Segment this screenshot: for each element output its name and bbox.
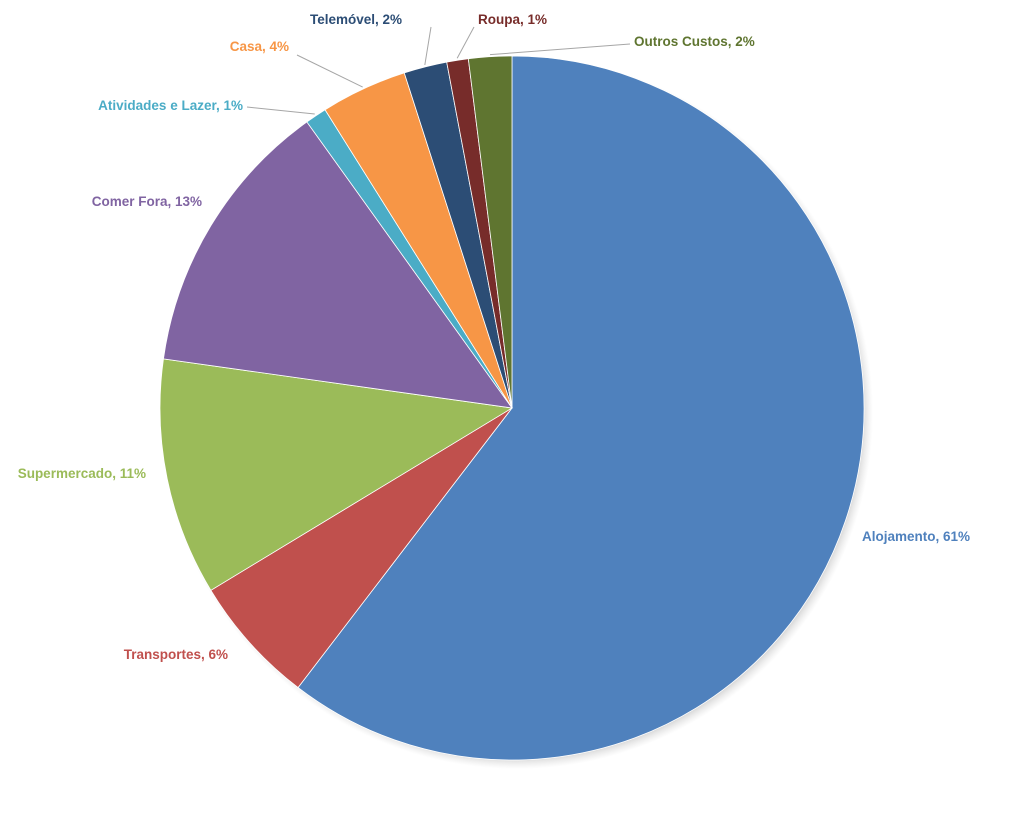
data-label-transportes: Transportes, 6% <box>124 647 228 662</box>
data-label-roupa: Roupa, 1% <box>478 12 547 27</box>
data-label-alojamento: Alojamento, 61% <box>862 529 970 544</box>
data-label-telemovel: Telemóvel, 2% <box>310 12 402 27</box>
pie-slice-transportes <box>210 407 513 689</box>
leader-line-roupa <box>456 26 475 59</box>
leader-lines <box>246 26 631 115</box>
leader-line-telemovel <box>424 26 432 65</box>
data-label-supermercado: Supermercado, 11% <box>18 466 146 481</box>
leader-line-outros-custos <box>489 43 631 56</box>
pie-slices <box>159 55 865 761</box>
data-label-casa: Casa, 4% <box>230 39 289 54</box>
data-label-outros-custos: Outros Custos, 2% <box>634 34 755 49</box>
pie-slice-outros-custos <box>467 55 513 409</box>
data-label-comer-fora: Comer Fora, 13% <box>92 194 202 209</box>
leader-line-atividades-e-lazer <box>246 106 315 115</box>
leader-line-casa <box>296 54 363 88</box>
data-label-atividades-e-lazer: Atividades e Lazer, 1% <box>98 98 243 113</box>
pie-slice-alojamento <box>297 55 865 761</box>
pie-slice-comer-fora <box>162 121 513 409</box>
data-labels: Alojamento, 61% Transportes, 6% Supermerca… <box>18 12 970 662</box>
pie-slice-supermercado <box>159 358 514 591</box>
